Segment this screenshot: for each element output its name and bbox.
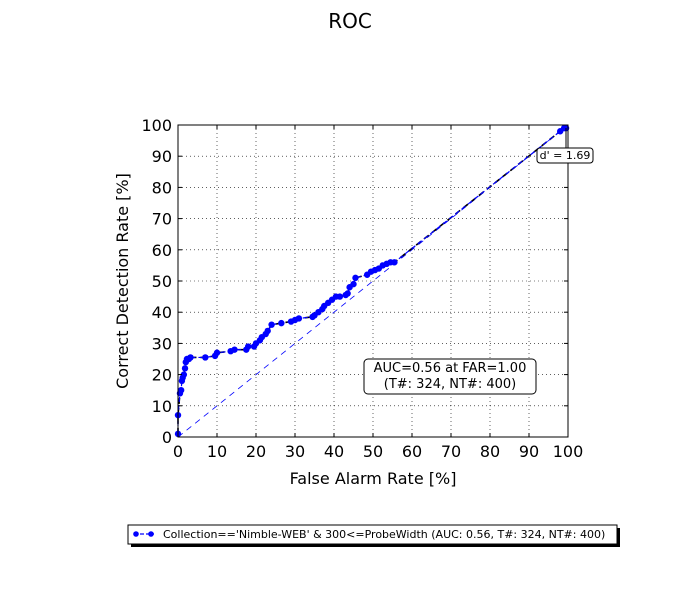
- x-tick-label: 100: [553, 442, 584, 461]
- legend-marker-2: [148, 531, 154, 537]
- y-tick-label: 30: [152, 334, 172, 353]
- chart-title: ROC: [328, 9, 372, 33]
- data-point: [278, 319, 285, 327]
- legend-label: Collection=='Nimble-WEB' & 300<=ProbeWid…: [163, 528, 605, 541]
- data-point: [352, 274, 359, 282]
- data-point: [336, 293, 344, 300]
- series-points: [174, 124, 570, 438]
- y-tick-label: 0: [162, 428, 172, 447]
- data-point: [391, 259, 398, 266]
- x-tick-label: 30: [285, 442, 305, 461]
- y-tick-label: 20: [152, 366, 172, 385]
- data-point: [177, 387, 185, 394]
- x-tick-label: 20: [246, 442, 266, 461]
- x-tick-label: 0: [173, 442, 183, 461]
- x-tick-label: 10: [207, 442, 227, 461]
- y-axis-ticks: 0 10 20 30 40 50 60 70 80 90 100: [141, 116, 568, 447]
- legend-marker-1: [133, 531, 139, 537]
- auc-annotation: AUC=0.56 at FAR=1.00 (T#: 324, NT#: 400): [363, 358, 537, 395]
- y-tick-label: 70: [152, 210, 172, 229]
- data-point: [264, 327, 271, 335]
- dprime-text: d' = 1.69: [540, 149, 591, 162]
- legend: Collection=='Nimble-WEB' & 300<=ProbeWid…: [127, 524, 620, 547]
- x-tick-label: 90: [519, 442, 539, 461]
- x-tick-label: 70: [441, 442, 461, 461]
- x-tick-label: 40: [324, 442, 344, 461]
- data-point: [213, 349, 221, 356]
- x-tick-label: 60: [402, 442, 422, 461]
- y-tick-label: 90: [152, 147, 172, 166]
- y-axis-label: Correct Detection Rate [%]: [113, 173, 132, 389]
- data-point: [180, 371, 188, 378]
- y-tick-label: 80: [152, 178, 172, 197]
- data-point: [344, 290, 351, 297]
- y-tick-label: 40: [152, 303, 172, 322]
- x-axis-label: False Alarm Rate [%]: [290, 469, 457, 488]
- y-tick-label: 100: [141, 116, 172, 135]
- auc-text-line2: (T#: 324, NT#: 400): [384, 377, 516, 392]
- data-point: [202, 354, 209, 361]
- dprime-annotation: d' = 1.69: [536, 128, 594, 164]
- data-point: [187, 354, 194, 361]
- y-tick-label: 10: [152, 397, 172, 416]
- x-tick-label: 80: [480, 442, 500, 461]
- data-point: [231, 346, 238, 353]
- x-axis-ticks: 0 10 20 30 40 50 60 70 80 90 100: [173, 125, 583, 461]
- y-tick-label: 50: [152, 272, 172, 291]
- x-tick-label: 50: [363, 442, 383, 461]
- data-point: [181, 365, 189, 372]
- data-point: [245, 343, 252, 350]
- auc-text-line1: AUC=0.56 at FAR=1.00: [374, 361, 527, 376]
- data-point: [268, 321, 275, 328]
- data-point: [350, 280, 357, 288]
- y-tick-label: 60: [152, 241, 172, 260]
- data-point: [295, 315, 303, 322]
